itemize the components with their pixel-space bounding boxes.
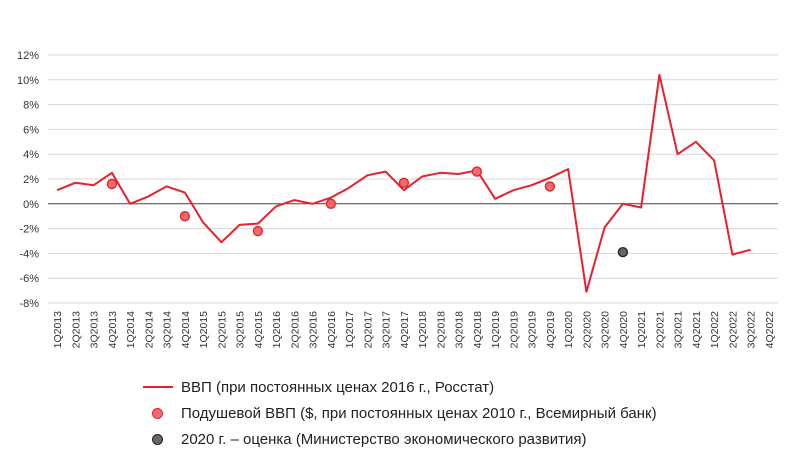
- x-tick-label: 1Q2019: [490, 311, 502, 349]
- x-tick-label: 2Q2020: [581, 311, 593, 349]
- y-tick-label: 12%: [17, 50, 39, 62]
- y-tick-label: 10%: [17, 75, 39, 87]
- y-tick-label: -6%: [19, 273, 39, 285]
- x-tick-label: 4Q2016: [326, 311, 338, 349]
- legend-label-gdp: ВВП (при постоянных ценах 2016 г., Росст…: [181, 378, 495, 396]
- x-tick-label: 2Q2014: [143, 311, 155, 349]
- x-tick-label: 1Q2022: [709, 311, 721, 349]
- legend-label-estimate: 2020 г. – оценка (Министерство экономиче…: [181, 430, 587, 448]
- legend: ВВП (при постоянных ценах 2016 г., Росст…: [143, 374, 657, 452]
- gray-dot-icon: [143, 432, 173, 446]
- x-axis-ticks: 1Q2013 2Q2013 3Q2013 4Q2013 1Q2014 2Q2014 3Q20…: [52, 311, 776, 349]
- x-tick-label: 3Q2020: [600, 311, 612, 349]
- line-swatch-icon: [143, 380, 173, 394]
- x-tick-label: 4Q2017: [399, 311, 411, 349]
- x-tick-label: 1Q2016: [271, 311, 283, 349]
- x-tick-label: 3Q2021: [673, 311, 685, 349]
- x-tick-label: 3Q2022: [746, 311, 758, 349]
- x-tick-label: 3Q2016: [308, 311, 320, 349]
- legend-item-per-capita: Подушевой ВВП ($, при постоянных ценах 2…: [143, 400, 657, 426]
- per-capita-point: [252, 225, 264, 237]
- y-tick-label: 0%: [23, 199, 39, 211]
- x-tick-label: 4Q2018: [472, 311, 484, 349]
- per-capita-point: [471, 166, 483, 177]
- x-tick-label: 1Q2015: [198, 311, 210, 349]
- x-tick-label: 2Q2021: [654, 311, 666, 349]
- x-tick-label: 3Q2014: [162, 311, 174, 349]
- x-tick-label: 4Q2022: [764, 311, 776, 349]
- series: [56, 73, 751, 293]
- legend-label-per-capita: Подушевой ВВП ($, при постоянных ценах 2…: [181, 404, 657, 422]
- y-tick-label: -8%: [19, 298, 39, 310]
- y-tick-label: 4%: [23, 149, 39, 161]
- x-tick-label: 4Q2013: [107, 311, 119, 349]
- y-tick-label: 8%: [23, 100, 39, 112]
- per-capita-point: [325, 198, 337, 209]
- gdp-series-line: [56, 73, 751, 293]
- x-tick-label: 2Q2013: [70, 311, 82, 349]
- gdp-chart: -8% -6% -4% -2% 0% 2% 4% 6% 8% 10% 12% 1Q2013 2Q201…: [17, 50, 778, 349]
- x-tick-label: 4Q2014: [180, 311, 192, 349]
- x-tick-label: 3Q2015: [235, 311, 247, 349]
- legend-item-estimate: 2020 г. – оценка (Министерство экономиче…: [143, 426, 657, 452]
- x-tick-label: 3Q2019: [527, 311, 539, 349]
- y-tick-label: -4%: [19, 248, 39, 260]
- x-tick-label: 1Q2018: [417, 311, 429, 349]
- x-tick-label: 4Q2019: [545, 311, 557, 349]
- estimate-point: [617, 247, 629, 258]
- y-tick-label: 6%: [23, 124, 39, 136]
- x-tick-label: 1Q2014: [125, 311, 137, 349]
- x-tick-label: 3Q2017: [381, 311, 393, 349]
- y-tick-label: -2%: [19, 224, 39, 236]
- x-tick-label: 2Q2022: [727, 311, 739, 349]
- x-tick-label: 2Q2019: [508, 311, 520, 349]
- y-tick-label: 2%: [23, 174, 39, 186]
- x-tick-label: 2Q2018: [435, 311, 447, 349]
- legend-item-gdp: ВВП (при постоянных ценах 2016 г., Росст…: [143, 374, 657, 400]
- x-tick-label: 4Q2020: [618, 311, 630, 349]
- x-tick-label: 3Q2018: [454, 311, 466, 349]
- per-capita-point: [398, 177, 410, 188]
- x-tick-label: 2Q2017: [362, 311, 374, 349]
- x-tick-label: 2Q2016: [289, 311, 301, 349]
- x-tick-label: 1Q2021: [636, 311, 648, 349]
- per-capita-point: [179, 211, 191, 222]
- y-axis-ticks: -8% -6% -4% -2% 0% 2% 4% 6% 8% 10% 12%: [17, 50, 39, 310]
- x-tick-label: 1Q2013: [52, 311, 64, 349]
- x-tick-label: 3Q2013: [89, 311, 101, 349]
- red-dot-icon: [143, 406, 173, 420]
- per-capita-point: [106, 178, 118, 190]
- x-tick-label: 2Q2015: [216, 311, 228, 349]
- x-tick-label: 4Q2021: [691, 311, 703, 349]
- per-capita-point: [544, 181, 556, 192]
- x-tick-label: 1Q2020: [563, 311, 575, 349]
- x-tick-label: 4Q2015: [253, 311, 265, 349]
- gridlines: [48, 54, 778, 304]
- x-tick-label: 1Q2017: [344, 311, 356, 349]
